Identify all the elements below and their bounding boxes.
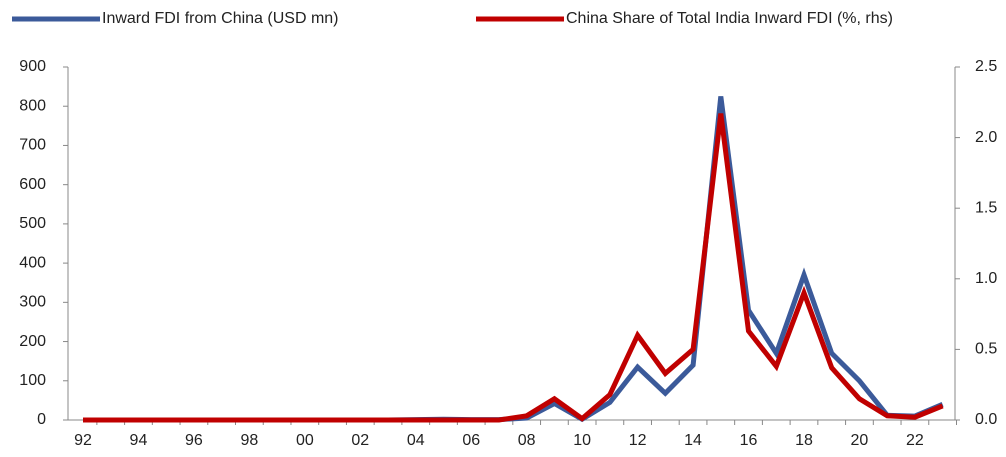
- x-tick-label: 06: [462, 432, 480, 449]
- y-tick-label: 800: [19, 97, 46, 114]
- x-tick-label: 04: [407, 432, 425, 449]
- x-tick-label: 00: [296, 432, 314, 449]
- x-tick-label: 94: [130, 432, 148, 449]
- y-tick-label: 0: [37, 411, 46, 428]
- legend-label: Inward FDI from China (USD mn): [102, 10, 339, 27]
- y2-tick-label: 0.5: [975, 341, 997, 358]
- y-tick-label: 500: [19, 215, 46, 232]
- x-tick-label: 98: [240, 432, 258, 449]
- x-tick-label: 14: [684, 432, 702, 449]
- series-line: [83, 96, 944, 423]
- y2-tick-label: 2.0: [975, 129, 997, 146]
- y-tick-label: 200: [19, 333, 46, 350]
- x-tick-label: 92: [74, 432, 92, 449]
- legend-label: China Share of Total India Inward FDI (%…: [566, 10, 893, 27]
- y-tick-label: 400: [19, 254, 46, 271]
- y-tick-label: 900: [19, 58, 46, 75]
- y2-tick-label: 1.5: [975, 199, 997, 216]
- x-tick-label: 20: [851, 432, 869, 449]
- y2-tick-label: 1.0: [975, 270, 997, 287]
- x-tick-label: 02: [351, 432, 369, 449]
- x-tick-label: 18: [795, 432, 813, 449]
- x-tick-label: 08: [518, 432, 536, 449]
- y2-tick-label: 2.5: [975, 58, 997, 75]
- y-tick-label: 100: [19, 372, 46, 389]
- y2-tick-label: 0.0: [975, 411, 997, 428]
- x-tick-label: 22: [906, 432, 924, 449]
- y-tick-label: 600: [19, 176, 46, 193]
- x-tick-label: 12: [629, 432, 647, 449]
- y-tick-label: 300: [19, 294, 46, 311]
- x-tick-label: 96: [185, 432, 203, 449]
- x-tick-label: 16: [740, 432, 758, 449]
- x-tick-label: 10: [573, 432, 591, 449]
- y-tick-label: 700: [19, 137, 46, 154]
- series-line: [83, 113, 944, 423]
